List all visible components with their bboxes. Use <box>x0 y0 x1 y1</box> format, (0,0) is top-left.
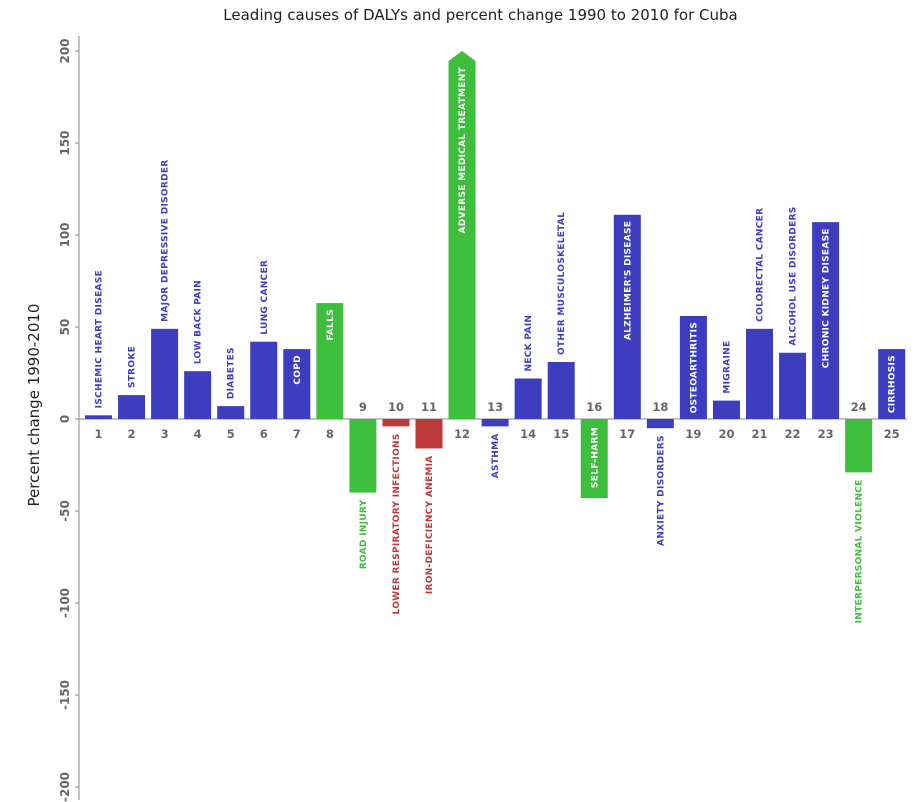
y-tick-label: 150 <box>58 130 72 155</box>
rank-label: 6 <box>260 427 268 441</box>
bar <box>514 378 542 419</box>
bar <box>118 395 146 419</box>
bar-label: MIGRAINE <box>722 341 732 394</box>
bar-label: COPD <box>293 355 303 385</box>
rank-label: 15 <box>553 427 569 441</box>
y-tick-label: -150 <box>58 680 72 710</box>
bar <box>382 419 410 427</box>
bar <box>415 419 443 449</box>
bar-label: OTHER MUSCULOSKELETAL <box>557 212 567 355</box>
bar <box>316 303 344 419</box>
bar <box>878 349 906 419</box>
bar <box>184 371 212 419</box>
rank-label: 9 <box>359 400 367 414</box>
bar-label: ALZHEIMER'S DISEASE <box>623 221 633 340</box>
bar-label: MAJOR DEPRESSIVE DISORDER <box>161 159 171 321</box>
bar <box>481 419 509 427</box>
rank-label: 20 <box>718 427 734 441</box>
rank-label: 10 <box>388 400 404 414</box>
bar-label: NECK PAIN <box>524 315 534 372</box>
bar-label: SELF-HARM <box>590 427 600 488</box>
bar <box>151 328 179 419</box>
bar <box>679 315 707 419</box>
rank-label: 25 <box>884 427 900 441</box>
bar <box>845 419 873 473</box>
bar-label: INTERPERSONAL VIOLENCE <box>855 479 865 623</box>
bar-label: ISCHEMIC HEART DISEASE <box>95 270 105 408</box>
rank-label: 2 <box>128 427 136 441</box>
bar-labels: 1 ISCHEMIC HEART DISEASE 2 STROKE 3 MAJOR DEP… <box>94 66 899 623</box>
y-tick-label: -100 <box>58 588 72 618</box>
bar-label: CHRONIC KIDNEY DISEASE <box>822 228 832 368</box>
bar-label: STROKE <box>128 346 138 388</box>
y-tick-label: 100 <box>58 222 72 247</box>
rank-label: 24 <box>851 400 867 414</box>
bar <box>646 419 674 429</box>
rank-label: 23 <box>818 427 834 441</box>
rank-label: 14 <box>520 427 536 441</box>
bar <box>349 419 377 493</box>
bar-label: ANXIETY DISORDERS <box>656 435 666 546</box>
y-tick-label: 50 <box>58 319 72 336</box>
bar <box>448 51 476 419</box>
rank-label: 5 <box>227 427 235 441</box>
bar <box>812 222 840 419</box>
bar-label: ALCOHOL USE DISORDERS <box>789 206 799 345</box>
bar <box>283 349 311 419</box>
bar <box>85 415 112 419</box>
rank-label: 7 <box>293 427 301 441</box>
bar <box>746 328 773 419</box>
bar-label: OSTEOARTHRITIS <box>689 322 699 413</box>
y-tick-label: -200 <box>58 772 72 802</box>
rank-label: 16 <box>586 400 602 414</box>
rank-label: 17 <box>619 427 635 441</box>
bar <box>547 361 575 419</box>
bar-label: COLORECTAL CANCER <box>756 208 766 322</box>
bar-label: LUNG CANCER <box>260 260 270 335</box>
y-tick-label: 0 <box>58 415 72 423</box>
rank-label: 4 <box>194 427 202 441</box>
bar <box>580 419 608 499</box>
bar-label: CIRRHOSIS <box>888 355 898 413</box>
rank-label: 11 <box>421 400 437 414</box>
bar-label: ADVERSE MEDICAL TREATMENT <box>458 66 468 233</box>
bar <box>217 406 245 419</box>
bar-label: LOWER RESPIRATORY INFECTIONS <box>392 433 402 614</box>
bars <box>85 51 906 499</box>
chart-title: Leading causes of DALYs and percent chan… <box>223 6 738 24</box>
y-tick-label: 200 <box>58 38 72 63</box>
rank-label: 13 <box>487 400 503 414</box>
bar-label: FALLS <box>326 309 336 341</box>
rank-label: 19 <box>685 427 701 441</box>
bar <box>613 214 641 419</box>
bar <box>712 400 740 419</box>
bar <box>779 352 807 419</box>
rank-label: 1 <box>94 427 102 441</box>
rank-label: 8 <box>326 427 334 441</box>
bar-label: ROAD INJURY <box>359 499 369 569</box>
y-tick-label: -50 <box>58 500 72 522</box>
rank-label: 3 <box>161 427 169 441</box>
bar <box>250 341 278 419</box>
bar-label: IRON-DEFICIENCY ANEMIA <box>425 455 435 594</box>
rank-label: 18 <box>652 400 668 414</box>
rank-label: 21 <box>751 427 767 441</box>
rank-label: 12 <box>454 427 470 441</box>
bar-label: DIABETES <box>227 347 237 399</box>
bar-label: ASTHMA <box>491 433 501 478</box>
rank-label: 22 <box>785 427 801 441</box>
bar-label: LOW BACK PAIN <box>194 280 204 364</box>
